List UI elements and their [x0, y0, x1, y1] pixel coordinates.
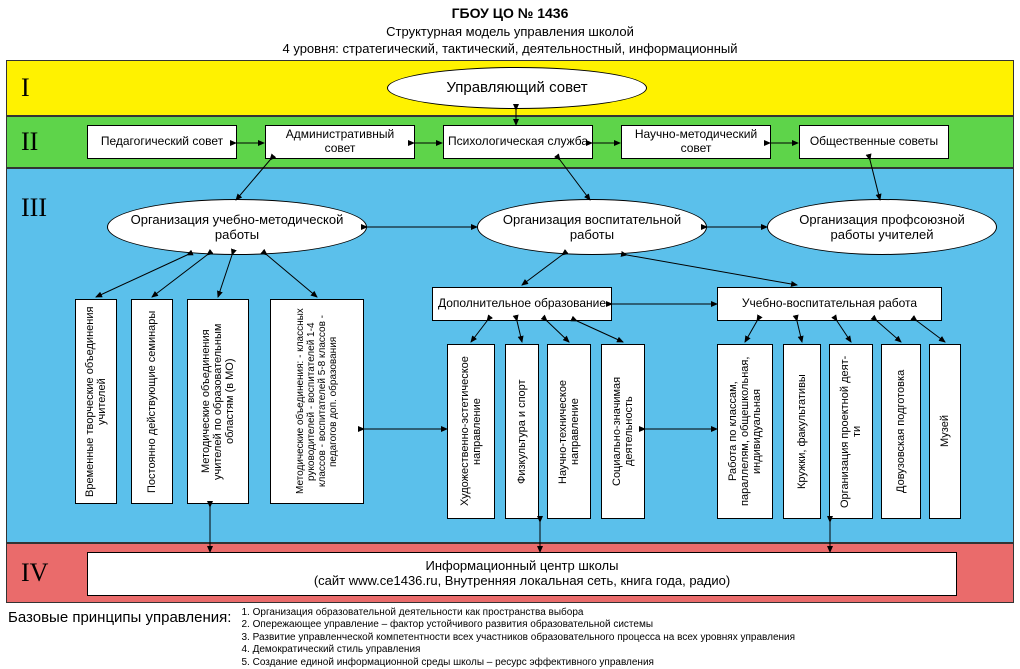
header: ГБОУ ЦО № 1436 Структурная модель управл…	[0, 0, 1020, 60]
vcol-b-3: Социально-значимая деятельность	[601, 344, 645, 519]
label-pedagogical-council: Педагогический совет	[101, 135, 223, 149]
header-subtitle: 4 уровня: стратегический, тактический, д…	[0, 40, 1020, 58]
roman-4: IV	[21, 558, 48, 588]
band-3: III Организация учебно-методической рабо…	[6, 168, 1014, 543]
footer-item: 5. Создание единой информационной среды …	[241, 657, 795, 669]
vcol-a-2: Методические объединения учителей по обр…	[187, 299, 249, 504]
node-governing-council: Управляющий совет	[387, 67, 647, 109]
vcol-c-2-label: Организация проектной деят-ти	[839, 351, 863, 512]
band-1: I Управляющий совет	[6, 60, 1014, 116]
vcol-c-4: Музей	[929, 344, 961, 519]
node-administrative-council: Административный совет	[265, 125, 415, 159]
roman-3: III	[21, 193, 47, 223]
vcol-b-0: Художественно-эстетическое направление	[447, 344, 495, 519]
vcol-c-0-label: Работа по классам, параллелям, общешколь…	[727, 351, 763, 512]
node-scientific-council: Научно-методический совет	[621, 125, 771, 159]
footer-item: 4. Демократический стиль управления	[241, 644, 795, 657]
label-info-center-2: (сайт www.ce1436.ru, Внутренняя локальна…	[314, 574, 730, 589]
node-union: Организация профсоюзной работы учителей	[767, 199, 997, 255]
page: ГБОУ ЦО № 1436 Структурная модель управл…	[0, 0, 1020, 660]
label-administrative-council: Административный совет	[270, 128, 410, 156]
node-public-councils: Общественные советы	[799, 125, 949, 159]
vcol-c-2: Организация проектной деят-ти	[829, 344, 873, 519]
vcol-a-0-label: Временные творческие объединения учителе…	[84, 306, 108, 497]
roman-2: II	[21, 127, 38, 157]
label-info-center-1: Информационный центр школы	[425, 559, 618, 574]
vcol-a-3: Методические объединения: - классных рук…	[270, 299, 364, 504]
vcol-c-0: Работа по классам, параллелям, общешколь…	[717, 344, 773, 519]
vcol-a-0: Временные творческие объединения учителе…	[75, 299, 117, 504]
vcol-c-3-label: Довузовская подготовка	[895, 370, 907, 493]
vcol-b-1-label: Физкультура и спорт	[516, 379, 528, 484]
vcol-a-1-label: Постоянно действующие семинары	[146, 310, 158, 492]
footer-title: Базовые принципы управления:	[8, 607, 231, 626]
label-edu-methodical: Организация учебно-методической работы	[120, 212, 354, 242]
header-org: ГБОУ ЦО № 1436	[0, 4, 1020, 23]
node-edu-upbringing-work: Учебно-воспитательная работа	[717, 287, 942, 321]
label-additional-education: Дополнительное образование	[438, 297, 606, 311]
label-edu-upbringing-work: Учебно-воспитательная работа	[742, 297, 917, 311]
node-additional-education: Дополнительное образование	[432, 287, 612, 321]
vcol-a-1: Постоянно действующие семинары	[131, 299, 173, 504]
label-scientific-council: Научно-методический совет	[626, 128, 766, 156]
band-4: IV Информационный центр школы (сайт www.…	[6, 543, 1014, 603]
footer-item: 2. Опережающее управление – фактор устой…	[241, 619, 795, 632]
band-2: II Педагогический совет Административный…	[6, 116, 1014, 168]
footer-item: 3. Развитие управленческой компетентност…	[241, 632, 795, 645]
vcol-c-4-label: Музей	[939, 416, 951, 448]
vcol-c-3: Довузовская подготовка	[881, 344, 921, 519]
vcol-b-1: Физкультура и спорт	[505, 344, 539, 519]
header-title: Структурная модель управления школой	[0, 23, 1020, 41]
vcol-b-2-label: Научно-техническое направление	[557, 351, 581, 512]
node-governing-council-label: Управляющий совет	[446, 79, 587, 96]
node-info-center: Информационный центр школы (сайт www.ce1…	[87, 552, 957, 596]
footer: Базовые принципы управления: 1. Организа…	[0, 603, 1020, 669]
label-upbringing: Организация воспитательной работы	[490, 212, 694, 242]
node-pedagogical-council: Педагогический совет	[87, 125, 237, 159]
vcol-b-0-label: Художественно-эстетическое направление	[459, 351, 483, 512]
node-upbringing: Организация воспитательной работы	[477, 199, 707, 255]
roman-1: I	[21, 73, 30, 103]
vcol-b-2: Научно-техническое направление	[547, 344, 591, 519]
footer-item: 1. Организация образовательной деятельно…	[241, 607, 795, 620]
vcol-b-3-label: Социально-значимая деятельность	[611, 351, 635, 512]
label-psychological-service: Психологическая служба	[448, 135, 588, 149]
vcol-a-2-label: Методические объединения учителей по обр…	[200, 306, 236, 497]
node-psychological-service: Психологическая служба	[443, 125, 593, 159]
vcol-c-1-label: Кружки, факультативы	[796, 374, 808, 489]
vcol-c-1: Кружки, факультативы	[783, 344, 821, 519]
vcol-a-3-label: Методические объединения: - классных рук…	[295, 306, 339, 497]
label-public-councils: Общественные советы	[810, 135, 938, 149]
label-union: Организация профсоюзной работы учителей	[780, 212, 984, 242]
node-edu-methodical: Организация учебно-методической работы	[107, 199, 367, 255]
